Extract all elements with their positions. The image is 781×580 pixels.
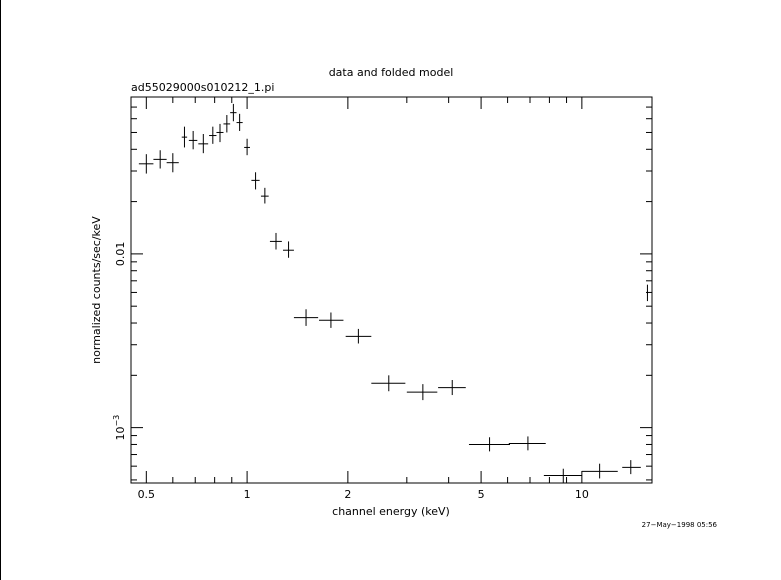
chart-subtitle: ad55029000s010212_1.pi [131, 81, 274, 94]
data-point [230, 103, 237, 122]
data-point [646, 284, 648, 302]
data-points [138, 103, 648, 483]
data-point [260, 187, 269, 204]
data-point [438, 379, 466, 396]
y-tick-base: 10 [114, 427, 127, 441]
data-point [581, 463, 618, 479]
x-tick-label: 2 [344, 488, 351, 501]
data-point [371, 375, 406, 392]
y-tick-exponent: −3 [112, 415, 121, 427]
data-point [543, 468, 582, 483]
x-tick-label: 0.5 [138, 488, 156, 501]
plot-frame [130, 96, 653, 484]
x-tick-label: 1 [244, 488, 251, 501]
data-point [166, 153, 179, 173]
data-point [282, 241, 294, 258]
y-tick-label: 0.01 [114, 242, 127, 267]
x-tick-label: 5 [478, 488, 485, 501]
data-point [138, 154, 154, 174]
y-tick-label: 10−3 [112, 415, 127, 441]
data-point [236, 113, 243, 131]
data-point [209, 126, 217, 144]
data-point [406, 384, 438, 401]
data-point [216, 123, 224, 143]
y-tick-labels: 10−3 0.01 [112, 242, 127, 441]
data-point [319, 312, 344, 328]
data-point [508, 436, 546, 451]
data-point [345, 328, 372, 344]
x-axis-label: channel energy (keV) [332, 505, 450, 518]
data-point [269, 232, 282, 250]
data-point [244, 138, 250, 156]
chart-title: data and folded model [329, 66, 454, 79]
data-point [188, 130, 198, 150]
timestamp: 27−May−1998 05:56 [642, 521, 718, 529]
data-point [251, 172, 260, 190]
axis-ticks [131, 96, 652, 483]
x-tick-labels: 0.5 1 2 5 10 [138, 488, 589, 501]
data-point [198, 133, 209, 154]
data-point [153, 150, 167, 169]
data-point [293, 309, 319, 326]
window-left-border [0, 0, 1, 580]
x-tick-label: 10 [575, 488, 589, 501]
data-point [181, 126, 188, 148]
data-point [622, 460, 641, 475]
y-axis-label: normalized counts/sec/keV [90, 216, 103, 364]
data-point [223, 115, 231, 133]
data-point [468, 437, 510, 452]
